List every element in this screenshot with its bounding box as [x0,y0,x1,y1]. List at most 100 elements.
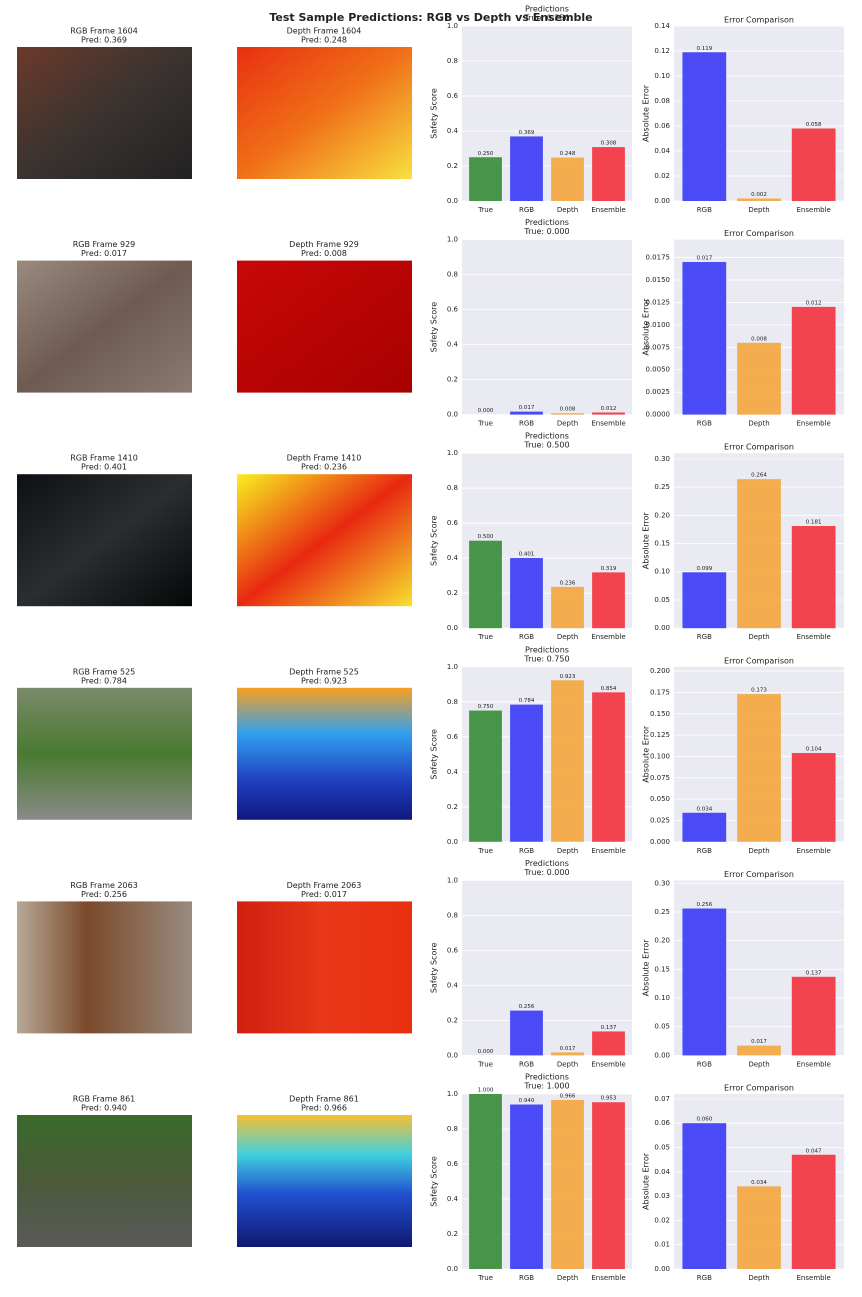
y-tick-label: 0.0125 [646,298,671,306]
y-axis-label: Absolute Error [642,939,651,997]
bar [682,52,727,201]
x-tick-label: Depth [557,847,578,855]
x-tick-label: Ensemble [797,206,831,214]
y-tick-label: 0.04 [654,147,670,155]
chart-title: Predictions [525,218,569,227]
depth-image [237,687,412,820]
y-tick-label: 0.00 [654,624,670,632]
x-tick-label: Depth [748,420,769,428]
y-axis-label: Absolute Error [642,1152,651,1210]
plot-area [462,239,632,415]
value-label: 0.017 [751,1039,767,1045]
image-pred: Pred: 0.966 [301,1104,347,1113]
y-tick-label: 0.6 [447,1160,459,1168]
value-label: 0.750 [478,704,494,710]
image-pred: Pred: 0.017 [81,249,127,258]
x-tick-label: True [477,206,493,214]
y-tick-label: 0.4 [447,981,459,989]
value-label: 0.034 [751,1180,767,1186]
image-title: Depth Frame 1410 [287,454,362,463]
value-label: 0.137 [806,970,822,976]
rgb-image [17,474,192,607]
value-label: 0.953 [601,1096,617,1102]
y-tick-label: 0.0075 [646,343,671,351]
y-tick-label: 0.2 [447,1230,458,1238]
y-tick-label: 0.20 [654,937,670,945]
x-tick-label: Ensemble [797,1060,831,1068]
y-tick-label: 0.0025 [646,388,671,396]
image-title: RGB Frame 1410 [70,454,138,463]
y-tick-label: 0.0050 [646,366,671,374]
bar [510,558,543,629]
bar [551,680,584,842]
x-tick-label: RGB [519,633,534,641]
y-tick-label: 0.06 [654,1119,670,1127]
y-tick-label: 0.8 [447,57,458,65]
bar [469,540,502,629]
chart-title: Error Comparison [724,16,794,25]
bar [592,147,625,201]
x-tick-label: RGB [519,1274,534,1282]
x-tick-label: Ensemble [797,420,831,428]
y-tick-label: 0.8 [447,698,458,706]
depth-image [237,1115,412,1247]
y-tick-label: 0.0100 [646,321,671,329]
bar [469,157,502,201]
figure-title: Test Sample Predictions: RGB vs Depth vs… [269,11,592,24]
bar [737,1186,781,1269]
y-tick-label: 0.6 [447,519,459,527]
chart-subtitle: True: 0.000 [523,227,569,236]
bar [469,1094,502,1269]
bar [551,1099,584,1269]
value-label: 0.099 [696,566,712,572]
y-tick-label: 0.4 [447,127,459,135]
value-label: 0.137 [601,1025,617,1031]
y-tick-label: 0.10 [654,72,670,80]
bar [510,1104,543,1269]
x-tick-label: Ensemble [591,1274,625,1282]
bar [737,694,781,842]
x-tick-label: Depth [557,1060,578,1068]
value-label: 0.236 [560,580,576,586]
y-tick-label: 0.0 [447,624,458,632]
value-label: 0.173 [751,688,767,694]
y-tick-label: 0.30 [654,879,670,887]
chart-subtitle: True: 0.000 [523,868,569,877]
x-tick-label: Depth [557,420,578,428]
y-axis-label: Safety Score [430,302,439,353]
rgb-image [17,901,192,1034]
x-tick-label: Depth [557,206,578,214]
value-label: 0.319 [601,566,617,572]
chart-title: Error Comparison [724,229,794,238]
y-tick-label: 0.03 [654,1192,670,1200]
bar [551,586,584,629]
chart-title: Error Comparison [724,870,794,879]
image-pred: Pred: 0.256 [81,890,127,899]
y-tick-label: 0.0 [447,197,458,205]
value-label: 0.034 [696,806,712,812]
x-tick-label: Ensemble [591,633,625,641]
y-tick-label: 0.000 [650,838,670,846]
value-label: 0.002 [751,192,767,198]
chart-subtitle: True: 0.750 [523,654,569,663]
bar [551,157,584,201]
y-tick-label: 0.2 [447,1016,458,1024]
chart-title: Error Comparison [724,443,794,452]
y-tick-label: 0.4 [447,341,459,349]
image-title: RGB Frame 929 [73,240,136,249]
y-tick-label: 1.0 [447,236,458,244]
image-title: RGB Frame 525 [73,667,136,676]
y-tick-label: 0.4 [447,768,459,776]
x-tick-label: RGB [519,206,534,214]
y-tick-label: 0.12 [654,47,670,55]
value-label: 0.256 [519,1004,535,1010]
y-tick-label: 0.6 [447,946,459,954]
y-tick-label: 0.30 [654,455,670,463]
x-tick-label: Depth [748,1274,769,1282]
value-label: 0.104 [806,747,822,753]
bar [510,1010,543,1056]
bar [510,704,543,842]
y-tick-label: 0.08 [654,97,670,105]
bar [592,412,625,415]
value-label: 0.250 [478,151,494,157]
